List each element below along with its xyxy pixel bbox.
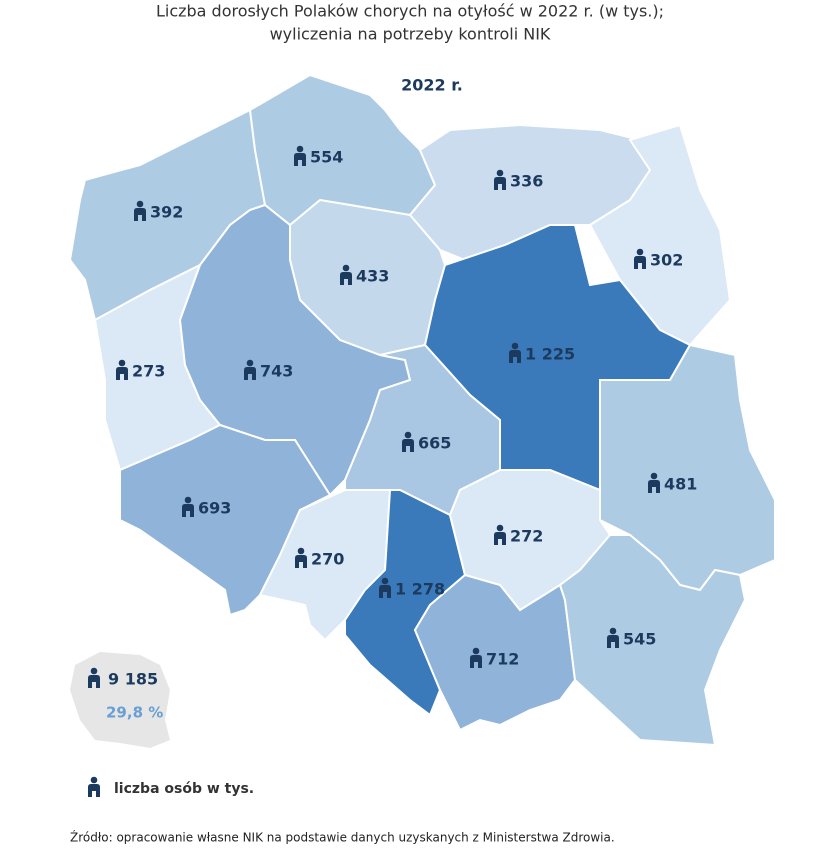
region-value: 693 [198, 499, 231, 518]
icon-head [650, 472, 658, 480]
person-icon [648, 472, 660, 493]
icon-head [342, 264, 350, 272]
person-icon [607, 627, 619, 648]
region-value: 270 [311, 550, 344, 569]
region-value: 1 225 [525, 345, 575, 364]
icon-body [182, 504, 194, 517]
person-icon [509, 342, 521, 363]
icon-body [470, 655, 482, 668]
region-value: 272 [510, 527, 543, 546]
region-value: 481 [664, 475, 697, 494]
icon-body [402, 439, 414, 452]
region-value: 712 [486, 650, 519, 669]
region-value: 554 [310, 148, 343, 167]
icon-body [244, 367, 256, 380]
title-line: wyliczenia na potrzeby kontroli NIK [270, 25, 551, 44]
regions [68, 73, 776, 747]
icon-head [496, 169, 504, 177]
icon-head [90, 776, 98, 784]
icon-head [136, 200, 144, 208]
icon-head [381, 577, 389, 585]
region [258, 489, 392, 642]
legend-label: liczba osób w tys. [114, 781, 254, 797]
region-value: 665 [418, 434, 451, 453]
total-share: 29,8 % [106, 704, 163, 722]
icon-head [511, 342, 519, 350]
icon-body [509, 350, 521, 363]
region [558, 534, 747, 747]
person-icon [134, 200, 146, 221]
person-icon [116, 359, 128, 380]
person-icon [182, 496, 194, 517]
region-value: 302 [650, 251, 683, 270]
icon-body [116, 367, 128, 380]
person-icon [340, 264, 352, 285]
icon-body [340, 272, 352, 285]
person-icon [88, 667, 100, 688]
icon-head [184, 496, 192, 504]
icon-body [88, 675, 100, 688]
person-icon [244, 359, 256, 380]
icon-head [609, 627, 617, 635]
region-value: 392 [150, 203, 183, 222]
icon-body [634, 256, 646, 269]
person-icon [402, 431, 414, 452]
person-icon [470, 647, 482, 668]
person-icon [379, 577, 391, 598]
region-value: 273 [132, 362, 165, 381]
source: Źródło: opracowanie własne NIK na podsta… [70, 830, 615, 845]
icon-body [494, 177, 506, 190]
icon-body [379, 585, 391, 598]
title-line: Liczba dorosłych Polaków chorych na otył… [156, 2, 664, 21]
region-value: 433 [356, 267, 389, 286]
icon-head [636, 248, 644, 256]
region-value: 336 [510, 172, 543, 191]
region-value: 545 [623, 630, 656, 649]
poland-silhouette [70, 652, 170, 748]
icon-body [295, 555, 307, 568]
icon-head [118, 359, 126, 367]
icon-head [90, 667, 98, 675]
icon-body [88, 784, 100, 797]
person-icon [294, 145, 306, 166]
icon-head [472, 647, 480, 655]
icon-body [294, 153, 306, 166]
person-icon [88, 776, 100, 797]
icon-head [297, 547, 305, 555]
person-icon [494, 524, 506, 545]
person-icon [634, 248, 646, 269]
region-value: 743 [260, 362, 293, 381]
year-label: 2022 r. [401, 76, 463, 95]
icon-body [607, 635, 619, 648]
total-value: 9 185 [108, 670, 158, 689]
icon-body [494, 532, 506, 545]
person-icon [494, 169, 506, 190]
icon-head [404, 431, 412, 439]
icon-body [648, 480, 660, 493]
icon-head [496, 524, 504, 532]
icon-body [134, 208, 146, 221]
icon-head [296, 145, 304, 153]
icon-head [246, 359, 254, 367]
person-icon [295, 547, 307, 568]
region-value: 1 278 [395, 580, 445, 599]
